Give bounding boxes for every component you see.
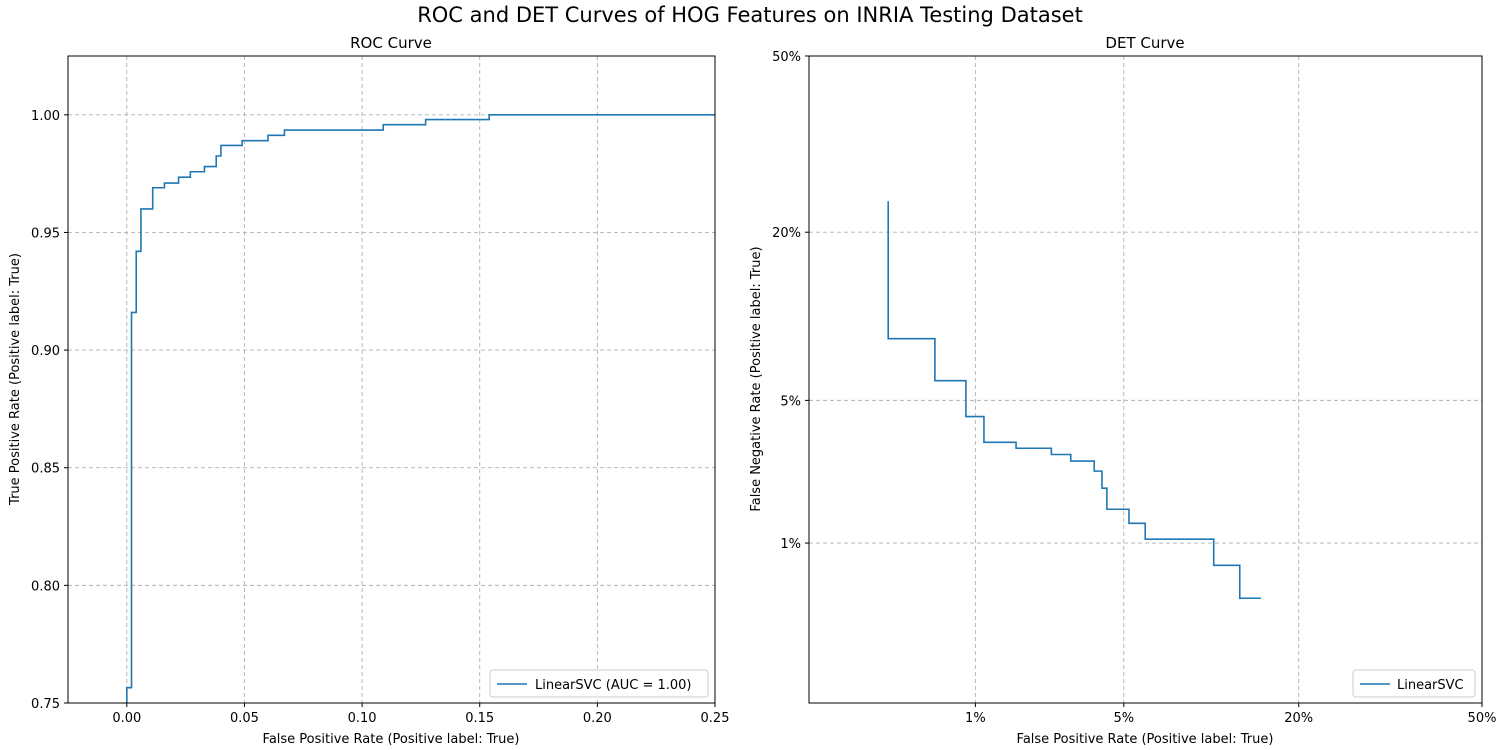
y-tick-label: 1% — [780, 537, 801, 552]
figure-title: ROC and DET Curves of HOG Features on IN… — [417, 3, 1083, 27]
roc-grid — [68, 56, 716, 704]
roc-xlabel: False Positive Rate (Positive label: Tru… — [263, 732, 520, 747]
x-tick-label: 5% — [1113, 711, 1134, 726]
y-tick-label: 20% — [772, 226, 801, 241]
series-line — [887, 201, 1261, 600]
det-legend-label: LinearSVC — [1397, 678, 1464, 693]
det-legend-box — [1352, 669, 1476, 698]
series-line — [126, 114, 715, 703]
x-tick-label: 20% — [1284, 711, 1313, 726]
x-tick-label: 0.05 — [230, 711, 259, 726]
y-tick-label: 0.75 — [31, 697, 60, 712]
det-legend: LinearSVC — [1352, 669, 1476, 698]
det-plot-frame — [808, 55, 1483, 704]
det-ylabel: False Negative Rate (Positive label: Tru… — [749, 246, 764, 511]
x-tick-label: 0.25 — [701, 711, 730, 726]
roc-ylabel: True Positive Rate (Positive label: True… — [8, 253, 23, 506]
roc-legend-label: LinearSVC (AUC = 1.00) — [535, 678, 692, 693]
det-series — [887, 201, 1261, 600]
det-grid — [809, 55, 1483, 703]
det-ticks: 1% 5% 20% 50% 1% 5% 20% 50% — [772, 50, 1496, 726]
roc-series — [126, 114, 715, 703]
y-tick-label: 5% — [780, 394, 801, 409]
y-tick-label: 0.90 — [31, 344, 60, 359]
roc-legend: LinearSVC (AUC = 1.00) — [489, 669, 709, 698]
roc-legend-box — [489, 669, 709, 698]
x-tick-label: 1% — [965, 711, 986, 726]
x-tick-label: 0.00 — [112, 711, 141, 726]
roc-plot-frame — [67, 55, 716, 704]
y-tick-label: 1.00 — [31, 109, 60, 124]
det-title: DET Curve — [1105, 34, 1184, 52]
y-tick-label: 0.85 — [31, 462, 60, 477]
det-xlabel: False Positive Rate (Positive label: Tru… — [1017, 732, 1274, 747]
y-tick-label: 0.95 — [31, 226, 60, 241]
y-tick-label: 0.80 — [31, 579, 60, 594]
det-chart: DET Curve 1% 5% 20% 50% 1% 5% 20% 50% False Pos… — [749, 34, 1496, 747]
x-tick-label: 0.20 — [583, 711, 612, 726]
x-tick-label: 0.15 — [465, 711, 494, 726]
x-tick-label: 0.10 — [348, 711, 377, 726]
roc-title: ROC Curve — [350, 34, 432, 52]
roc-ticks: 0.00 0.05 0.10 0.15 0.20 0.25 0.75 0.80 0.85 0.90… — [31, 109, 729, 726]
y-tick-label: 50% — [772, 50, 801, 65]
roc-chart: ROC Curve 0.00 0.05 0.10 0.15 0.20 0.250.750.… — [8, 34, 729, 747]
x-tick-label: 50% — [1468, 711, 1497, 726]
